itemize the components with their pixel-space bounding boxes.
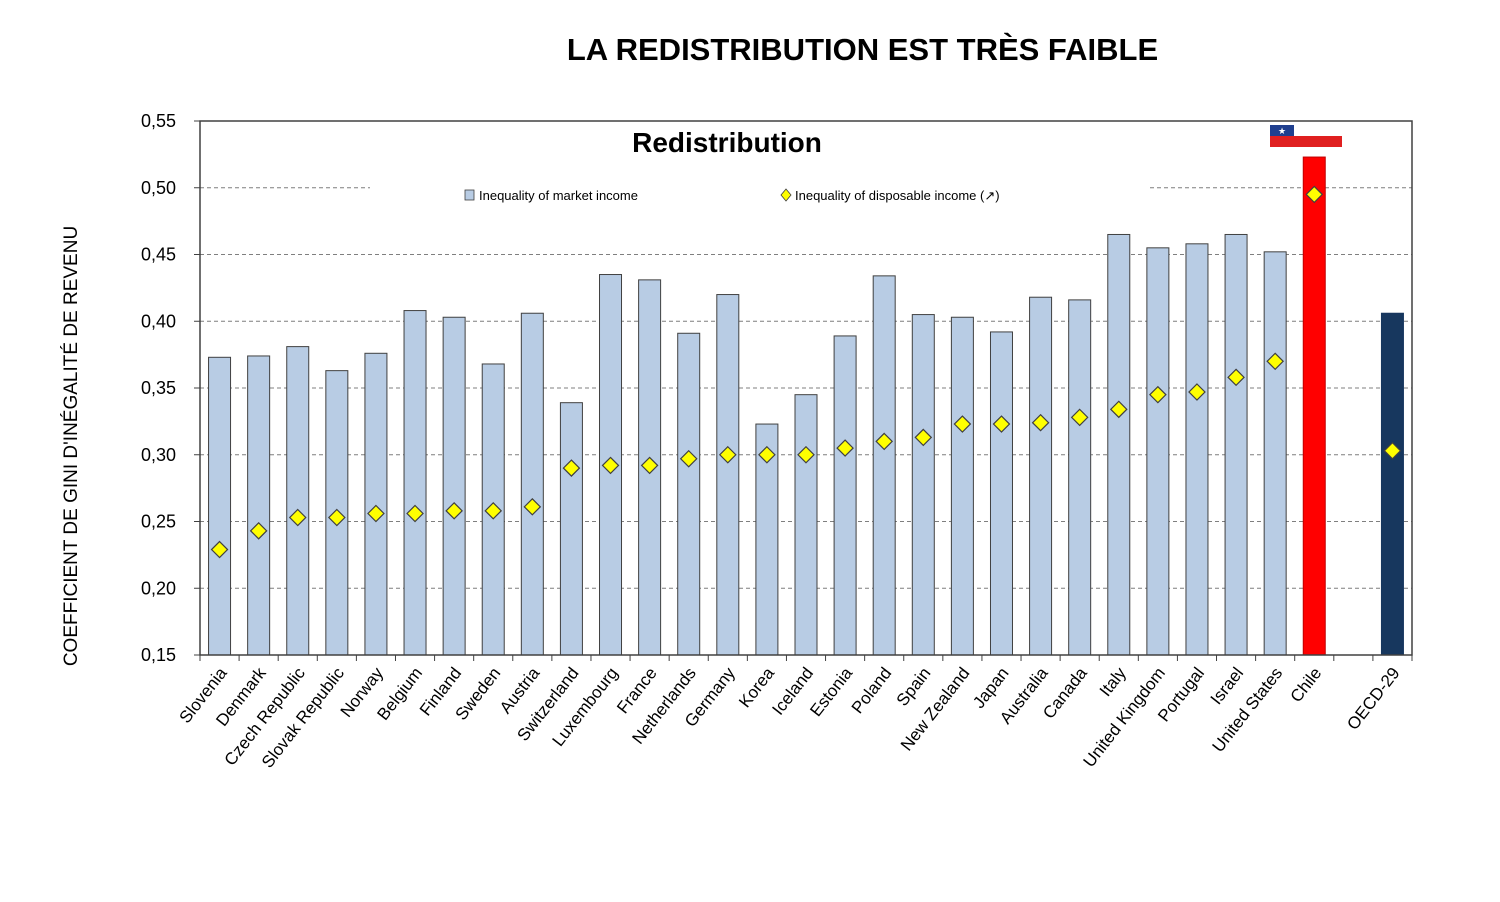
bar-market-income xyxy=(1146,247,1170,656)
marker-disposable-income xyxy=(445,501,463,520)
legend-swatch-disposable xyxy=(780,188,792,202)
bar-market-income xyxy=(364,352,388,656)
bar-market-income xyxy=(989,331,1013,656)
y-tick-label: 0,55 xyxy=(141,111,176,131)
markers xyxy=(210,185,1402,559)
bars xyxy=(208,156,1404,656)
marker-disposable-income xyxy=(249,521,268,540)
marker-disposable-income xyxy=(875,432,894,451)
bar-market-income xyxy=(1224,233,1248,656)
bar-market-income xyxy=(1380,312,1404,656)
bar-market-income xyxy=(716,294,740,656)
x-tick-label: Poland xyxy=(848,664,896,717)
marker-disposable-income xyxy=(679,449,698,468)
bar-market-income xyxy=(833,335,857,656)
marker-disposable-income xyxy=(484,501,503,520)
bar-market-income xyxy=(1107,233,1131,656)
marker-disposable-income xyxy=(797,445,815,464)
marker-disposable-income xyxy=(367,504,385,523)
y-tick-label: 0,45 xyxy=(141,245,176,265)
chart-title: Redistribution xyxy=(632,127,822,158)
bar-market-income xyxy=(1185,243,1209,656)
marker-disposable-income xyxy=(1305,185,1324,204)
marker-disposable-income xyxy=(1188,383,1206,401)
bar-market-income xyxy=(559,402,583,656)
x-tick-label: Italy xyxy=(1096,663,1130,700)
y-tick-label: 0,40 xyxy=(141,311,176,331)
marker-disposable-income xyxy=(914,428,933,447)
bar-market-income xyxy=(794,394,818,656)
y-tick-label: 0,20 xyxy=(141,578,176,598)
legend-label-disposable: Inequality of disposable income (↗) xyxy=(795,188,1000,203)
bar-market-income xyxy=(911,314,935,656)
y-tick-label: 0,30 xyxy=(141,445,176,465)
bar-market-income xyxy=(950,316,974,656)
marker-disposable-income xyxy=(1031,413,1050,432)
marker-disposable-income xyxy=(1070,408,1089,427)
x-tick-label: United States xyxy=(1209,664,1287,756)
marker-disposable-income xyxy=(953,415,972,433)
page-title: LA REDISTRIBUTION EST TRÈS FAIBLE xyxy=(566,32,1159,67)
bar-market-income xyxy=(520,312,544,656)
marker-disposable-income xyxy=(1383,441,1402,460)
marker-disposable-income xyxy=(992,415,1011,433)
bar-market-income xyxy=(1029,296,1053,656)
marker-disposable-income xyxy=(562,459,581,477)
marker-disposable-income xyxy=(406,504,424,523)
marker-disposable-income xyxy=(718,445,737,464)
svg-text:★: ★ xyxy=(1278,127,1286,137)
marker-disposable-income xyxy=(523,497,542,516)
x-tick-label: OECD-29 xyxy=(1343,664,1403,734)
marker-disposable-income xyxy=(758,445,776,464)
x-axis-ticks xyxy=(199,655,1413,661)
y-tick-label: 0,25 xyxy=(141,512,176,532)
bar-market-income xyxy=(286,346,310,656)
x-tick-label: Chile xyxy=(1287,664,1326,706)
legend-swatch-market xyxy=(464,189,475,201)
bar-market-income xyxy=(208,356,232,656)
y-axis-ticks: 0,15 0,20 0,25 0,30 0,35 0,40 0,45 0,50 0,55 xyxy=(141,111,200,665)
bar-market-income xyxy=(677,332,701,656)
bar-market-income xyxy=(1263,251,1287,656)
y-tick-label: 0,15 xyxy=(141,645,176,665)
chile-flag-icon: ★ xyxy=(1270,125,1342,147)
marker-disposable-income xyxy=(836,439,854,457)
marker-disposable-income xyxy=(601,456,620,475)
bar-market-income xyxy=(872,275,896,656)
bar-market-income xyxy=(1068,299,1092,656)
legend: Inequality of market income Inequality o… xyxy=(464,188,1000,203)
marker-disposable-income xyxy=(327,508,346,527)
marker-disposable-income xyxy=(210,540,229,559)
bar-market-income xyxy=(403,310,427,656)
bar-market-income xyxy=(1302,156,1326,656)
marker-disposable-income xyxy=(1266,352,1285,371)
legend-label-market: Inequality of market income xyxy=(479,188,638,203)
marker-disposable-income xyxy=(640,456,659,475)
marker-disposable-income xyxy=(1109,400,1128,419)
x-tick-label: Estonia xyxy=(806,663,856,720)
marker-disposable-income xyxy=(288,508,307,527)
marker-disposable-income xyxy=(1227,368,1245,387)
bar-market-income xyxy=(442,316,466,656)
bar-market-income xyxy=(247,355,271,656)
y-tick-label: 0,35 xyxy=(141,378,176,398)
marker-disposable-income xyxy=(1149,385,1167,404)
y-tick-label: 0,50 xyxy=(141,178,176,198)
